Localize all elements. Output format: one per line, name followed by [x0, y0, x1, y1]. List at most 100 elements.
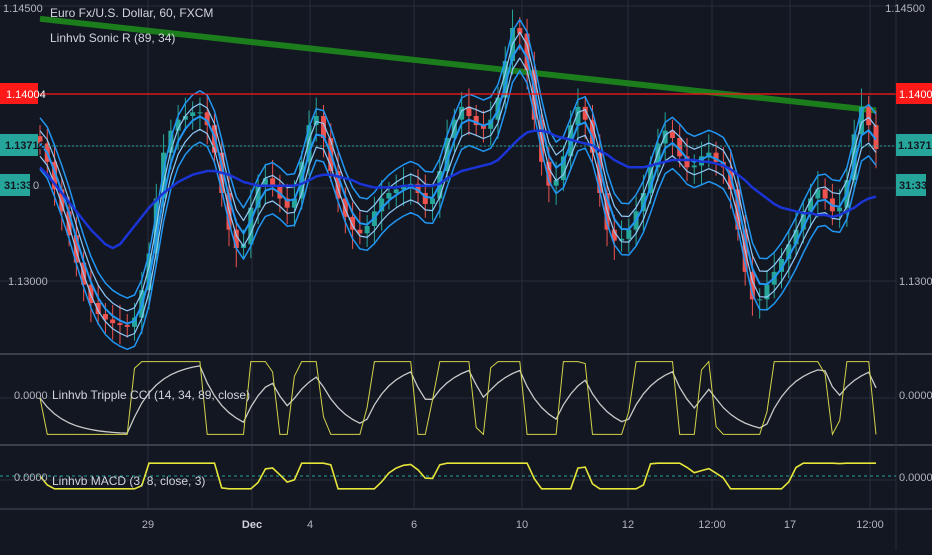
candle-body — [669, 130, 675, 138]
candle-body — [837, 207, 843, 212]
candle-body — [793, 229, 799, 245]
left-resistance-badge — [0, 83, 38, 104]
candle-body — [379, 198, 385, 212]
candle-body — [350, 216, 356, 230]
candle-body — [480, 125, 486, 129]
time-axis-label: 10 — [516, 519, 528, 531]
candle-body — [161, 152, 167, 199]
ema-long-polyline — [39, 15, 877, 114]
time-axis-label: 17 — [784, 519, 796, 531]
sonic-r-mid-line — [39, 44, 877, 325]
candle-body — [786, 244, 792, 259]
candle-body — [291, 198, 297, 208]
candle-body — [233, 229, 239, 248]
candle-body — [502, 61, 508, 98]
left-price-badge-text: 1.13712 — [5, 140, 45, 152]
candle-body — [655, 143, 661, 168]
sonic-r-upper-inner — [39, 31, 877, 312]
indicator-sonic-r-label[interactable]: Linhvb Sonic R (89, 34) — [50, 31, 175, 45]
ema-89-line — [39, 129, 877, 250]
candle-body — [546, 161, 552, 186]
candle-body — [335, 171, 341, 199]
candle-body — [706, 152, 712, 157]
indicator-macd-label[interactable]: Linhvb MACD (3, 8, close, 3) — [52, 474, 205, 488]
candle-body — [197, 112, 203, 114]
candle-body — [415, 183, 421, 193]
candle-body — [284, 198, 290, 208]
candle-body — [124, 325, 130, 327]
candle-body — [691, 165, 697, 168]
candle-body — [52, 161, 58, 190]
candle-body — [473, 116, 479, 126]
candle-body — [364, 226, 370, 234]
candle-body — [575, 106, 581, 126]
candle-body — [175, 119, 181, 131]
left-axis-label-mid: 1.13000 — [8, 276, 48, 288]
right-price-badge-text: 1.13712 — [898, 140, 932, 152]
candle-body — [560, 156, 566, 181]
macd-lines — [0, 462, 896, 490]
symbol-title[interactable]: Euro Fx/U.S. Dollar, 60, FXCM — [50, 6, 213, 20]
candle-body — [517, 28, 523, 34]
right-countdown-badge-text: 31:33 — [899, 180, 927, 192]
indicator-cci-label[interactable]: Linhvb Tripple CCI (14, 34, 89, close) — [52, 388, 250, 402]
candle-body — [430, 198, 436, 204]
candle-body — [444, 138, 450, 171]
candle-body — [640, 193, 646, 212]
candle-body — [539, 119, 545, 162]
candle-body — [132, 317, 138, 327]
candle-body — [270, 178, 276, 186]
candle-body — [611, 229, 617, 241]
candle-body — [684, 156, 690, 168]
ema-slow-line — [39, 129, 877, 250]
candle-body — [110, 319, 116, 324]
candle-body — [858, 106, 864, 135]
candle-body — [204, 112, 210, 126]
right-resistance-badge — [896, 83, 932, 104]
time-axis[interactable]: 29 Dec 4 6 10 12 12:00 17 12:00 — [142, 519, 884, 531]
right-axis-label-mid: 1.13000 — [899, 276, 932, 288]
candle-body — [190, 112, 196, 116]
right-resistance-badge-text: 1.14004 — [899, 89, 932, 101]
candle-body — [648, 167, 654, 193]
candle-body — [488, 119, 494, 129]
time-axis-label: 12:00 — [856, 519, 884, 531]
cci-lines — [39, 360, 877, 437]
candle-body — [66, 211, 72, 236]
left-axis-label-top: 1.14500 — [3, 3, 43, 15]
candle-body — [531, 70, 537, 120]
candle-body — [313, 116, 319, 126]
candle-body — [626, 229, 632, 239]
candle-body — [459, 106, 465, 120]
right-axis-label-top: 1.14500 — [885, 3, 925, 15]
candle-body — [321, 116, 327, 138]
candle-body — [146, 253, 152, 291]
candle-body — [597, 152, 603, 193]
candle-body — [59, 189, 65, 212]
candle-body — [466, 106, 472, 116]
right-price-badge — [896, 134, 932, 156]
candle-body — [262, 178, 268, 186]
right-macd-axis-label: 0.0000 — [899, 472, 932, 484]
sonic-r-lower-band — [39, 70, 877, 351]
candle-body — [95, 303, 101, 314]
sonic-r-lower-inner — [39, 57, 877, 338]
cci-slow-line — [39, 365, 877, 434]
candle-body — [357, 229, 363, 234]
candle-body — [822, 189, 828, 199]
candle-body — [677, 138, 683, 157]
candle-body — [255, 185, 261, 208]
candle-body — [37, 136, 43, 144]
candle-body — [713, 152, 719, 162]
candle-body — [400, 185, 406, 190]
candle-body — [735, 189, 741, 230]
left-price-badge — [0, 134, 38, 156]
candle-body — [524, 33, 530, 71]
candle-body — [808, 198, 814, 212]
time-axis-label: 29 — [142, 519, 154, 531]
candle-body — [873, 125, 879, 149]
left-countdown-badge — [0, 174, 30, 196]
macd-line — [39, 462, 876, 490]
